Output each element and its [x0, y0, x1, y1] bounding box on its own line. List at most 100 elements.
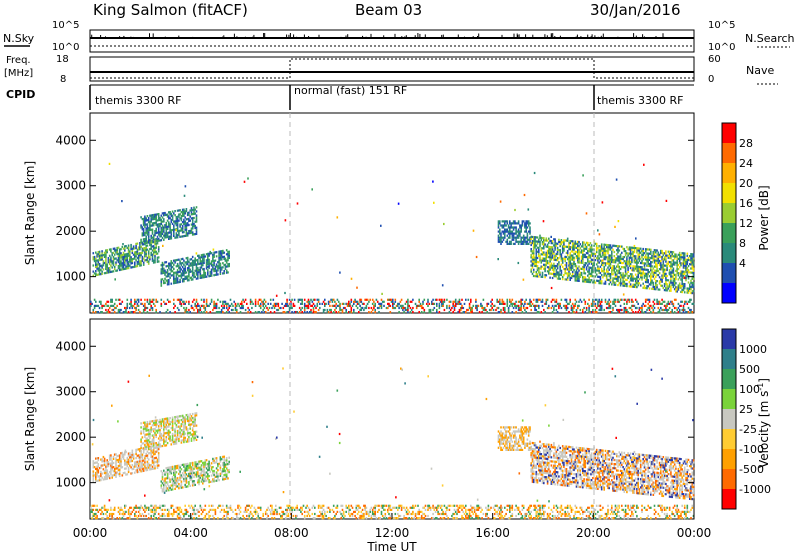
power-echo-cell [185, 263, 188, 266]
power-echo-cell [129, 252, 131, 255]
power-echo-cell [157, 217, 160, 220]
power-echo-cell [639, 247, 642, 250]
power-echo-cell [642, 252, 644, 255]
power-echo-cell [532, 246, 535, 249]
power-echo-cell [651, 281, 653, 284]
power-echo-cell [191, 219, 194, 222]
power-echo-cell [549, 252, 551, 255]
power-echo-cell [657, 288, 660, 291]
power-echo-cell [607, 258, 609, 261]
power-echo-cell [161, 230, 164, 233]
power-echo-cell [218, 258, 220, 261]
power-echo-cell [436, 308, 438, 312]
power-echo-cell [577, 249, 579, 252]
power-echo-cell [600, 270, 603, 273]
power-echo-cell [130, 248, 132, 251]
power-echo-cell [161, 232, 164, 235]
power-echo-cell [531, 264, 534, 267]
power-echo-cell [578, 300, 580, 303]
power-echo-cell [687, 289, 690, 292]
power-echo-cell [165, 302, 168, 305]
power-echo-cell [636, 261, 638, 264]
power-echo-cell [646, 256, 648, 259]
velocity-echo-cell [134, 461, 136, 464]
power-echo-cell [442, 302, 444, 305]
power-colorbar-swatch [722, 203, 736, 224]
velocity-echo-cell [118, 464, 121, 467]
power-echo-cell [595, 269, 598, 272]
power-echo-cell [122, 266, 125, 269]
power-echo-cell [599, 245, 602, 248]
power-echo-cell [152, 236, 155, 239]
velocity-echo-cell [141, 459, 144, 462]
power-colorbar-tick-label: 28 [739, 137, 753, 150]
power-echo-cell [582, 278, 584, 281]
power-echo-cell [514, 220, 516, 223]
power-echo-cell [619, 245, 622, 248]
power-echo-cell [646, 274, 648, 278]
power-echo-cell [125, 259, 127, 262]
velocity-echo-cell [141, 467, 144, 471]
power-echo-cell [144, 259, 146, 262]
power-echo-cell [135, 259, 137, 262]
power-echo-cell [147, 216, 150, 220]
power-echo-cell [499, 240, 501, 243]
power-echo-cell [592, 262, 594, 266]
power-echo-cell [666, 266, 668, 269]
power-echo-cell [155, 244, 157, 247]
power-echo-cell [164, 277, 166, 280]
power-echo-cell [568, 241, 570, 245]
power-echo-cell [558, 257, 560, 260]
power-echo-cell [225, 271, 228, 274]
power-echo-cell [141, 249, 144, 252]
power-echo-cell [204, 273, 207, 276]
power-echo-cell [181, 274, 184, 277]
power-echo-cell [436, 304, 438, 307]
power-echo-cell [632, 255, 634, 258]
power-echo-cell [151, 245, 154, 248]
power-echo-cell [544, 276, 546, 279]
power-echo-cell [184, 210, 186, 213]
power-echo-cell [277, 304, 280, 307]
power-echo-cell [545, 261, 548, 265]
power-echo-cell [269, 298, 272, 301]
power-echo-cell [120, 302, 122, 305]
power-echo-cell [491, 306, 493, 310]
power-echo-cell [160, 239, 163, 242]
power-echo-cell [536, 256, 539, 260]
power-echo-cell [147, 221, 150, 224]
power-echo-cell [188, 219, 190, 222]
power-echo-cell [132, 257, 135, 260]
power-echo-cell [228, 311, 230, 314]
power-echo-cell [407, 311, 409, 314]
power-echo-cell [650, 275, 652, 278]
velocity-echo-cell [137, 456, 140, 459]
power-echo-cell [675, 282, 677, 285]
power-echo-cell [147, 231, 150, 234]
power-echo-cell [656, 284, 658, 287]
power-echo-cell [168, 283, 170, 286]
power-echo-cell [597, 261, 599, 264]
power-echo-cell [553, 258, 555, 261]
velocity-echo-cell [125, 467, 127, 470]
power-echo-cell [327, 302, 330, 305]
power-echo-cell [329, 304, 331, 307]
power-echo-cell [582, 267, 584, 271]
power-echo-cell [639, 272, 642, 275]
power-echo-cell [101, 266, 103, 269]
power-echo-cell [689, 271, 691, 274]
velocity-echo-cell [154, 467, 156, 470]
velocity-echo-cell [118, 468, 121, 471]
power-echo-cell [651, 306, 653, 310]
velocity-echo-cell [97, 457, 100, 460]
power-echo-cell [186, 269, 189, 272]
power-echo-cell [676, 308, 678, 312]
power-echo-cell [559, 240, 561, 244]
velocity-echo-cell [120, 458, 122, 461]
power-echo-cell [511, 311, 514, 314]
power-echo-cell [614, 271, 617, 274]
power-echo-cell [638, 265, 641, 269]
velocity-echo-cell [115, 461, 117, 464]
power-echo-cell [154, 217, 156, 220]
power-echo-cell [515, 236, 517, 239]
